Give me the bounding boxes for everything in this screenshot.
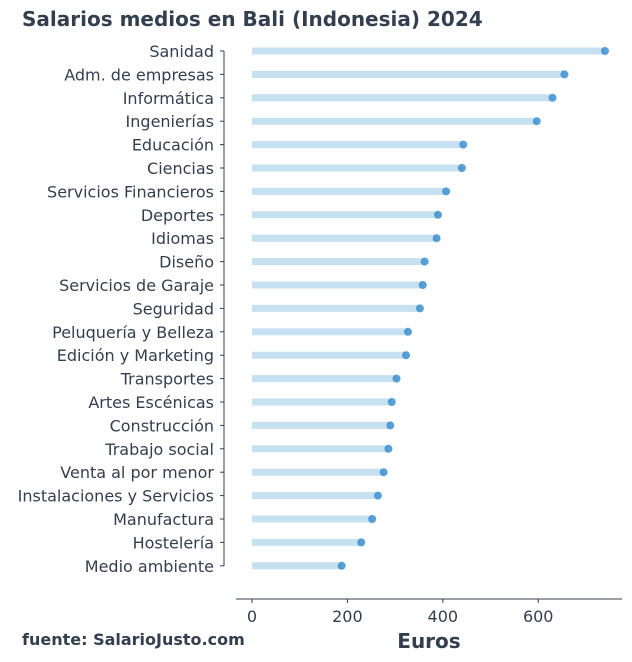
x-tick-label: 0 [247,607,257,626]
category-label: Manufactura [113,510,214,529]
data-point [532,117,541,126]
chart-marks [252,47,609,570]
category-label: Seguridad [133,299,214,318]
data-point [357,538,366,547]
category-label: Adm. de empresas [64,65,214,84]
data-point [457,164,466,172]
category-label: Servicios de Garaje [59,276,214,295]
category-label: Sanidad [149,42,214,61]
data-point [337,561,346,570]
category-label: Venta al por menor [60,463,214,482]
data-point [392,374,401,383]
y-axis [220,50,225,567]
category-label: Deportes [141,206,214,225]
data-point [560,70,569,79]
category-label: Diseño [159,253,214,272]
category-label: Medio ambiente [85,557,214,576]
x-tick-label: 600 [523,607,554,626]
chart-title: Salarios medios en Bali (Indonesia) 2024 [22,7,483,31]
data-point [415,304,424,313]
data-point [442,187,451,196]
data-point [420,257,429,266]
data-point [373,491,382,500]
data-point [368,515,377,523]
x-tick-labels: 0 200 400 600 [247,607,554,626]
data-point [402,351,411,360]
category-label: Transportes [120,370,214,389]
x-tick-label: 200 [332,607,363,626]
category-labels: Sanidad Adm. de empresas Informática Ingeni… [18,42,215,576]
data-point [548,93,557,102]
data-point [418,281,427,289]
x-tick-label: 400 [428,607,459,626]
category-label: Servicios Financieros [47,182,214,201]
category-label: Ciencias [147,159,214,178]
data-point [403,327,412,336]
category-label: Trabajo social [104,440,214,459]
category-label: Edición y Marketing [57,346,214,365]
category-label: Instalaciones y Servicios [18,487,214,506]
source-note: fuente: SalarioJusto.com [22,630,245,649]
category-label: Informática [123,89,214,108]
category-label: Idiomas [151,229,214,248]
data-point [601,47,609,55]
data-point [386,421,395,430]
data-point [434,210,443,219]
data-point [379,468,388,477]
category-label: Hostelería [133,533,214,552]
x-axis [236,598,622,603]
category-label: Construcción [110,416,214,435]
category-label: Artes Escénicas [88,393,214,412]
category-label: Peluquería y Belleza [52,323,214,342]
data-point [432,234,441,243]
data-point [459,140,468,149]
category-label: Educación [132,136,214,155]
data-point [387,398,396,406]
category-label: Ingenierías [126,112,214,131]
data-point [384,444,393,453]
x-axis-label: Euros [397,629,460,653]
